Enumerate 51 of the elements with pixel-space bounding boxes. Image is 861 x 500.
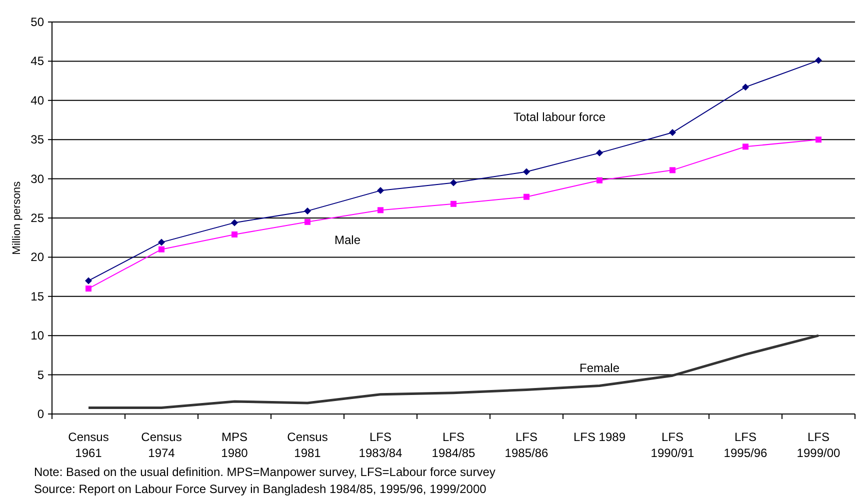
x-tick-label: LFS 1999/00 xyxy=(796,430,841,460)
point xyxy=(158,246,164,252)
y-tick-label: 5 xyxy=(37,368,44,382)
text: Note: Based on the usual definition. MPS=Manpower survey, LFS=Labour force survey xyxy=(34,465,496,479)
point xyxy=(815,56,822,64)
point xyxy=(304,207,311,214)
point xyxy=(378,207,384,214)
x-tick-label: Census 1981 xyxy=(287,430,328,460)
text: Total labour force xyxy=(513,110,606,124)
y-tick-label: 20 xyxy=(30,250,44,264)
x-tick-label: MPS 1980 xyxy=(221,430,248,460)
x-tick-label: LFS 1990/91 xyxy=(650,430,695,460)
point xyxy=(85,277,92,284)
point xyxy=(158,238,165,246)
x-tick-label: Census 1961 xyxy=(68,430,109,460)
x-tick-label: LFS 1984/85 xyxy=(432,430,476,460)
series-label: Female xyxy=(579,360,620,375)
y-tick-label: 15 xyxy=(30,289,44,304)
y-tick-label: 25 xyxy=(30,211,44,225)
point xyxy=(304,218,310,225)
point xyxy=(232,231,238,238)
point xyxy=(523,168,530,176)
y-tick-label: 30 xyxy=(30,172,44,186)
point xyxy=(450,179,457,186)
point xyxy=(450,200,456,207)
x-tick-label: LFS 1989 xyxy=(573,430,626,444)
point xyxy=(377,187,384,194)
line-series xyxy=(87,334,820,409)
point xyxy=(816,136,822,143)
series-label: Male xyxy=(334,232,361,247)
y-tick-label: 10 xyxy=(30,328,44,343)
point xyxy=(596,177,602,184)
point xyxy=(596,149,603,156)
x-tick-label: LFS 1985/86 xyxy=(504,430,549,460)
point xyxy=(231,219,238,226)
y-axis-title: Million persons xyxy=(11,180,23,255)
x-tick-label: LFS 1983/84 xyxy=(358,430,403,460)
y-tick-label: 0 xyxy=(37,407,44,421)
x-tick-label: LFS 1995/96 xyxy=(724,430,768,460)
point xyxy=(669,129,676,136)
point xyxy=(742,144,748,150)
point xyxy=(670,167,676,174)
x-tick-label: Census 1974 xyxy=(141,430,182,460)
y-tick-label: 50 xyxy=(30,15,44,29)
y-tick-label: 45 xyxy=(30,54,44,68)
y-tick-label: 40 xyxy=(30,93,44,108)
y-tick-label: 35 xyxy=(30,132,44,147)
source-note: Source: Report on Labour Force Survey in Bangladesh 1984/85, 1995/96, 1999/2000 xyxy=(34,482,487,496)
point xyxy=(86,286,92,292)
point xyxy=(742,84,749,91)
point xyxy=(524,194,530,200)
